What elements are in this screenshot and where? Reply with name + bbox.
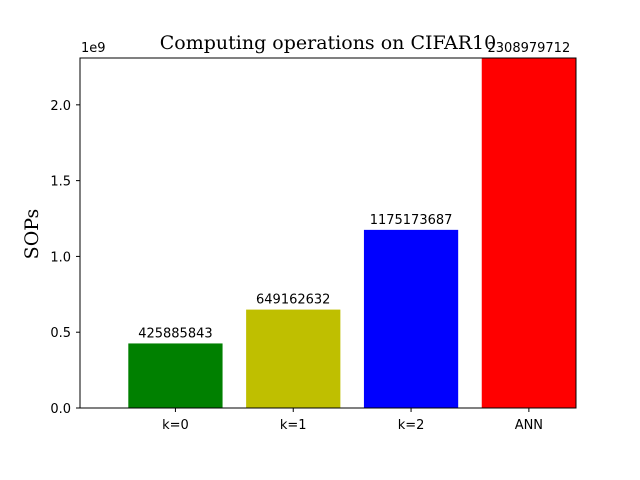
y-tick-label: 1.5 [50, 175, 71, 190]
x-tick-label: ANN [515, 418, 543, 433]
x-tick-label: k=1 [280, 418, 307, 433]
y-axis-ticks: 0.0 0.5 1.0 1.5 2.0 [50, 99, 80, 417]
x-tick-label: k=2 [398, 418, 425, 433]
value-label: 425885843 [138, 326, 212, 341]
bar-ann [481, 58, 576, 408]
value-labels-group: 425885843 649162632 1175173687 2308979712 [138, 41, 570, 341]
value-label: 2308979712 [488, 41, 571, 56]
chart-title: Computing operations on CIFAR10 [160, 32, 496, 54]
x-axis-ticks: k=0 k=1 k=2 ANN [162, 408, 543, 433]
y-tick-label: 2.0 [50, 99, 71, 114]
y-tick-label: 0.0 [50, 402, 71, 417]
plot-frame [79, 57, 577, 409]
value-label: 1175173687 [370, 213, 453, 228]
bar-k-0 [128, 343, 223, 408]
bar-k-2 [363, 229, 459, 408]
value-label: 649162632 [256, 293, 330, 308]
y-axis-label: SOPs [21, 209, 43, 260]
y-tick-label: 0.5 [50, 326, 71, 341]
y-axis-offset-label: 1e9 [81, 41, 106, 56]
bar-k-1 [246, 309, 341, 408]
bars-group [128, 58, 576, 408]
x-tick-label: k=0 [162, 418, 189, 433]
y-tick-label: 1.0 [50, 250, 71, 265]
